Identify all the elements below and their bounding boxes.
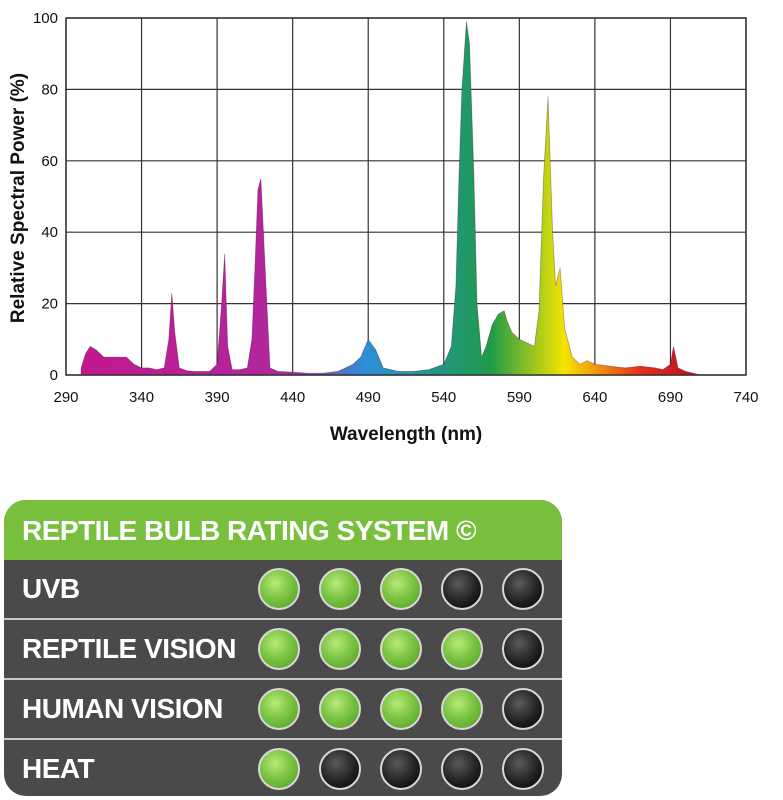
rating-row-label: REPTILE VISION	[22, 633, 236, 664]
x-tick-label: 740	[733, 389, 758, 406]
plot-frame	[65, 17, 747, 376]
x-tick-label: 690	[658, 389, 683, 406]
rating-dot-filled-icon	[380, 688, 422, 730]
spectral-power-chart: 290 340 390 440 490 540 590 640 690 740 0 20 40 60 80…	[8, 10, 759, 445]
x-tick-label: 440	[280, 389, 305, 406]
rating-row: HEAT	[4, 738, 562, 796]
rating-dot-empty-icon	[441, 568, 483, 610]
bulb-rating-panel: REPTILE BULB RATING SYSTEM © UVB REPTILE …	[4, 500, 562, 796]
rating-dot-empty-icon	[502, 568, 544, 610]
rating-row: REPTILE VISION	[4, 618, 562, 678]
x-axis-label: Wavelength (nm)	[330, 424, 482, 445]
rating-dot-empty-icon	[502, 748, 544, 790]
rating-dot-filled-icon	[319, 568, 361, 610]
y-axis-label: Relative Spectral Power (%)	[8, 73, 29, 323]
y-tick-label: 20	[41, 296, 58, 313]
rating-dot-empty-icon	[380, 748, 422, 790]
x-tick-label: 340	[129, 389, 154, 406]
x-tick-label: 490	[356, 389, 381, 406]
rating-dot-filled-icon	[319, 628, 361, 670]
rating-dot-filled-icon	[258, 748, 300, 790]
rating-dot-filled-icon	[441, 688, 483, 730]
y-tick-label: 60	[41, 153, 58, 170]
x-tick-label: 640	[582, 389, 607, 406]
spectrum-area-layer	[80, 21, 701, 376]
rating-row-label: HUMAN VISION	[22, 693, 223, 724]
rating-dot-empty-icon	[319, 748, 361, 790]
x-tick-label: 290	[53, 389, 78, 406]
rating-dot-filled-icon	[258, 628, 300, 670]
spectrum-series-area	[80, 21, 701, 376]
x-tick-label: 390	[205, 389, 230, 406]
rating-row-label: HEAT	[22, 753, 95, 784]
y-tick-labels: 0 20 40 60 80 100	[33, 10, 58, 384]
y-tick-label: 80	[41, 81, 58, 98]
rating-dot-empty-icon	[502, 688, 544, 730]
rating-dot-empty-icon	[502, 628, 544, 670]
x-tick-labels: 290 340 390 440 490 540 590 640 690 740	[53, 389, 758, 406]
rating-dot-filled-icon	[258, 568, 300, 610]
x-tick-label: 590	[507, 389, 532, 406]
rating-dot-filled-icon	[380, 568, 422, 610]
x-tick-label: 540	[431, 389, 456, 406]
rating-row: UVB	[4, 560, 562, 618]
rating-dot-filled-icon	[319, 688, 361, 730]
rating-row-label: UVB	[22, 573, 80, 604]
rating-row: HUMAN VISION	[4, 678, 562, 738]
rating-panel-title: REPTILE BULB RATING SYSTEM ©	[4, 500, 562, 560]
y-tick-label: 0	[50, 367, 58, 384]
rating-dot-filled-icon	[258, 688, 300, 730]
y-tick-label: 100	[33, 10, 58, 27]
rating-dot-filled-icon	[441, 628, 483, 670]
y-tick-label: 40	[41, 224, 58, 241]
rating-dot-empty-icon	[441, 748, 483, 790]
rating-dot-filled-icon	[380, 628, 422, 670]
rating-rows: UVB REPTILE VISION HUMAN VISION HEAT	[4, 560, 562, 796]
chart-grid	[65, 17, 747, 376]
